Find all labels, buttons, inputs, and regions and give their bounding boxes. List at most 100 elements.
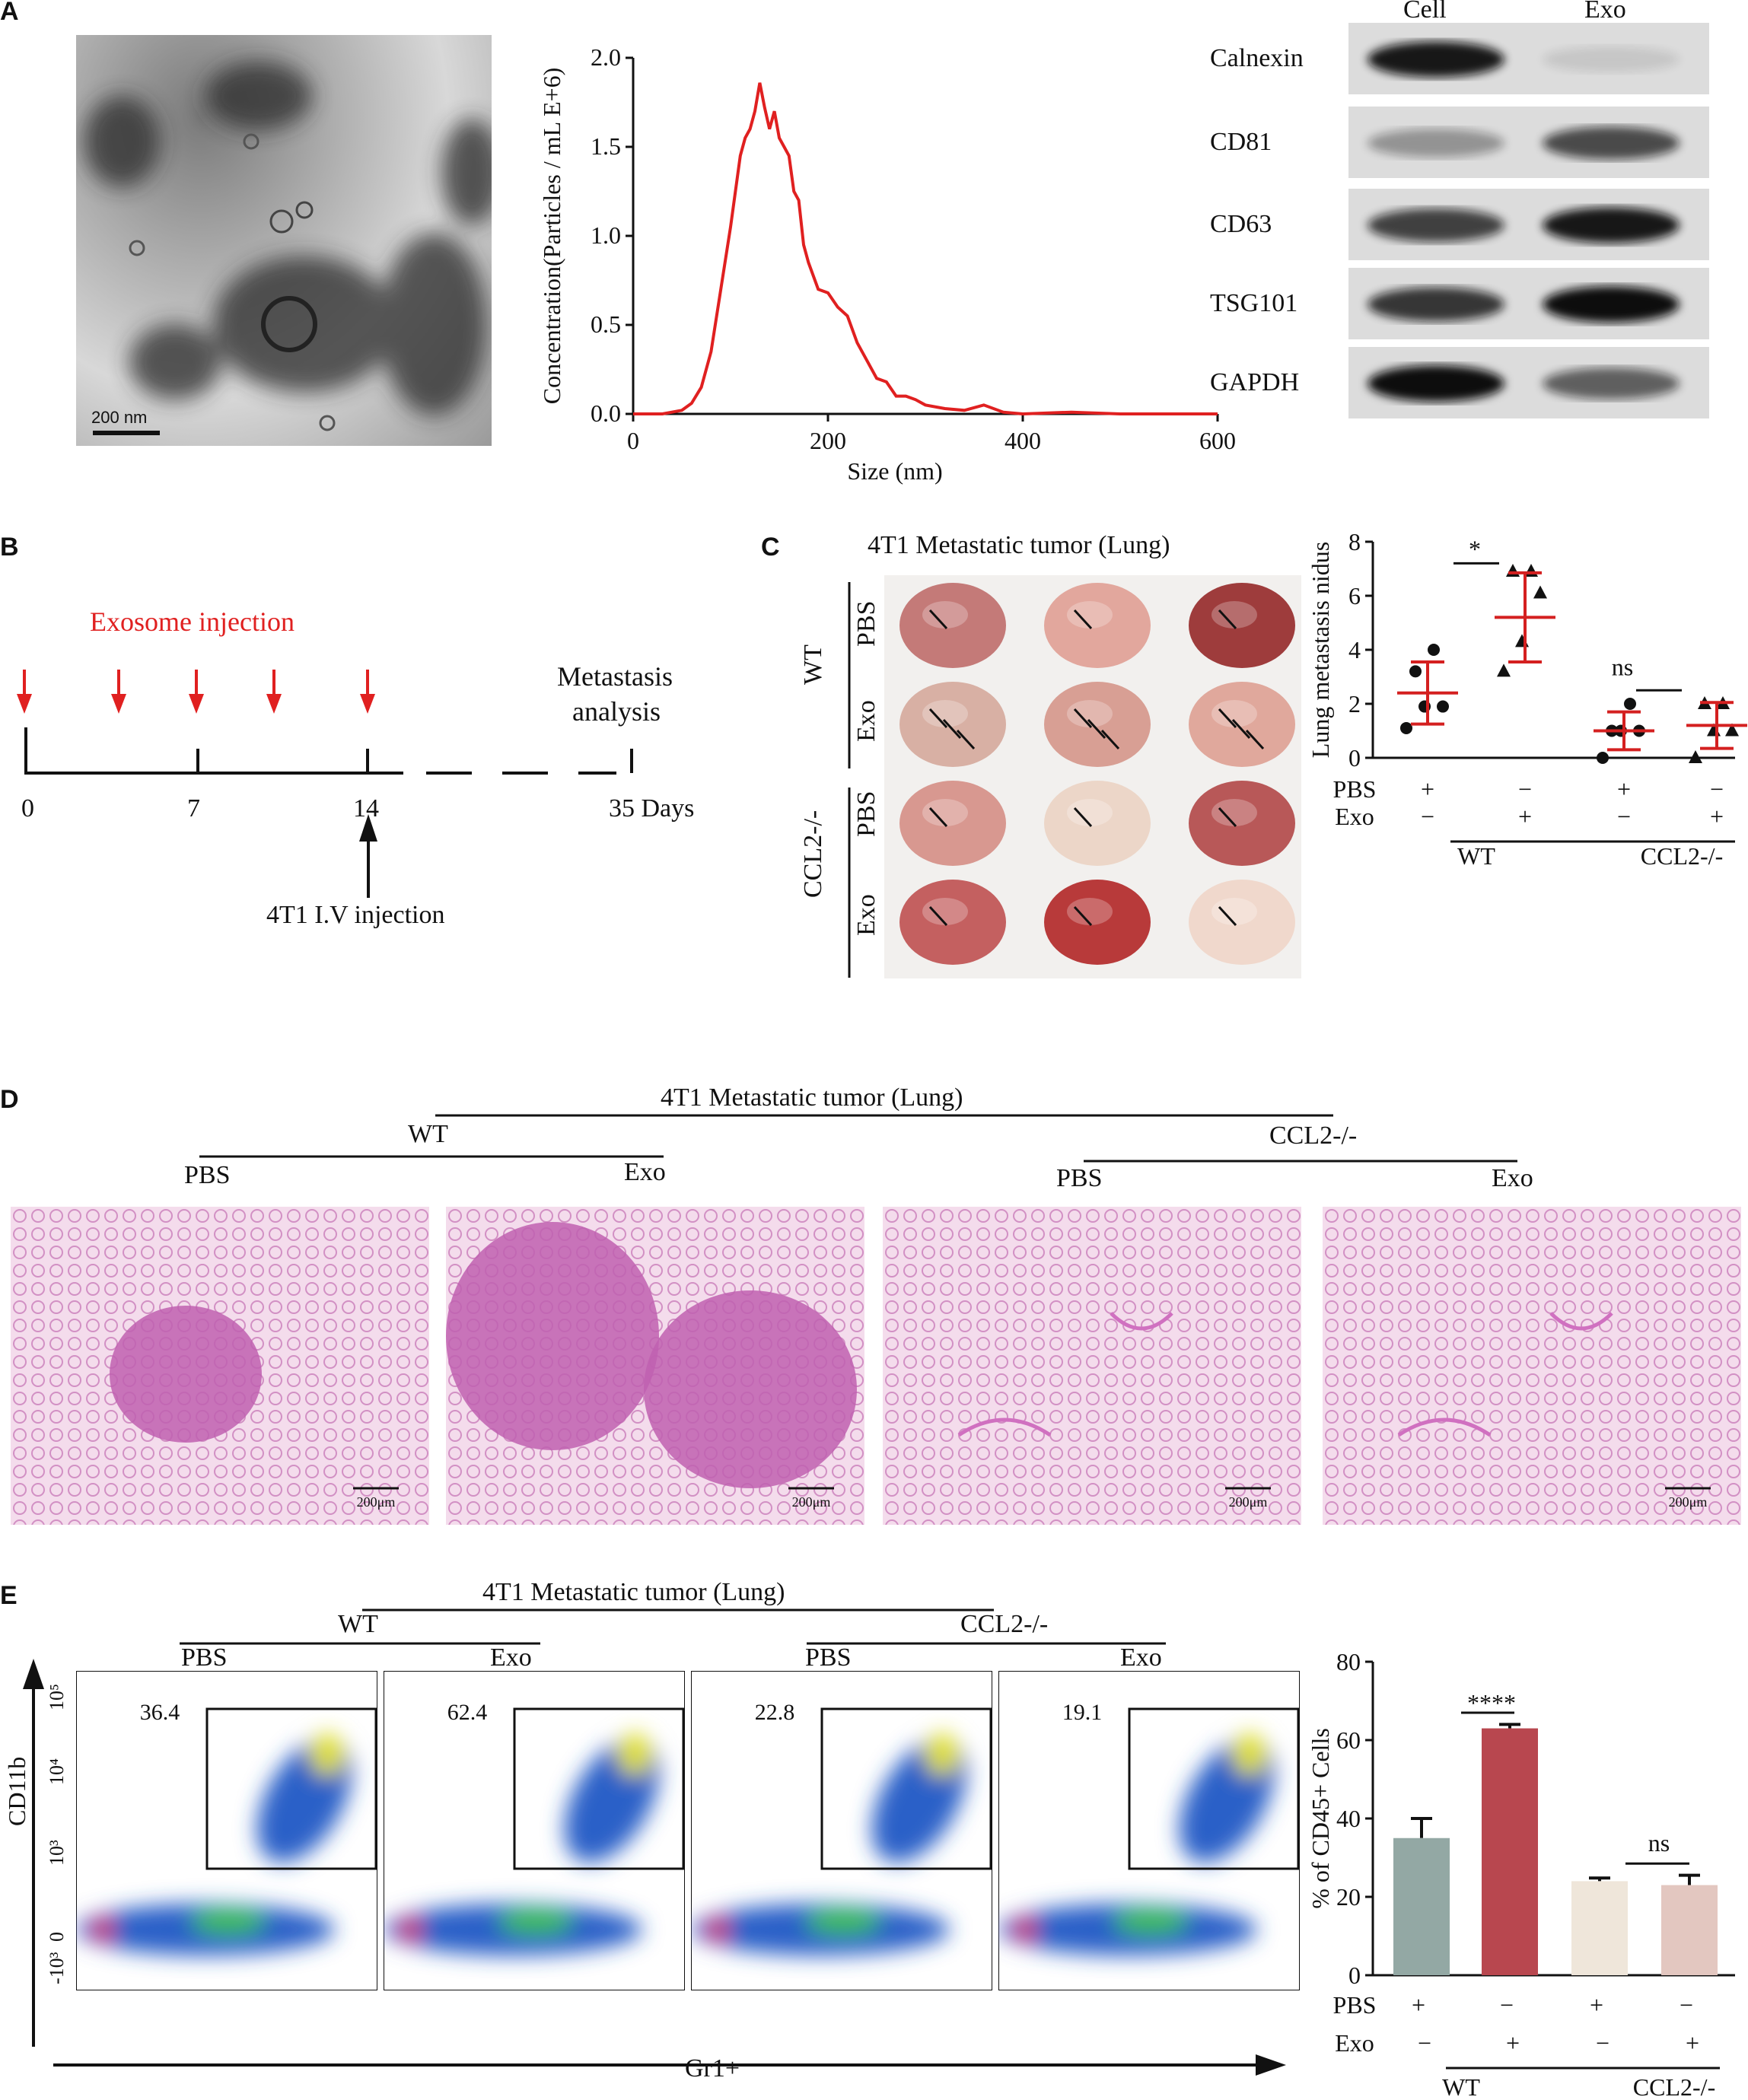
metastasis-arrow [1218, 905, 1237, 927]
flow-y-tick-label: 10⁴ [46, 1758, 68, 1785]
scatter-point [1409, 665, 1422, 678]
bar-y-tick-label: 60 [1336, 1726, 1361, 1754]
metastasis-arrow [1231, 718, 1251, 740]
blot-band-exo [1543, 207, 1680, 243]
flow-axes-arrows [23, 1659, 1286, 2076]
scatter-y-tick-label: 2 [1348, 690, 1361, 718]
flow-population-core [1113, 1910, 1189, 1934]
metastasis-arrow [956, 729, 976, 750]
bar-pbs-sign: + [1412, 1991, 1425, 2019]
scatter-point [1400, 721, 1412, 734]
flow-ko-exo: Exo [1120, 1643, 1162, 1672]
histology-ko: CCL2-/- [1269, 1122, 1358, 1150]
flow-gate-value: 22.8 [755, 1700, 795, 1725]
bar-group-wt: WT [1442, 2073, 1480, 2100]
scatter-group-ko: CCL2-/- [1641, 842, 1723, 870]
histology-background [883, 1207, 1301, 1525]
flow-y-tick-label: 0 [46, 1932, 68, 1942]
bar-y-tick-label: 40 [1336, 1805, 1361, 1832]
scatter-y-tick-label: 4 [1348, 636, 1361, 663]
blot-band-exo [1543, 368, 1680, 399]
bar-y-tick-label: 80 [1336, 1648, 1361, 1675]
histology-wt-exo: Exo [624, 1158, 666, 1186]
lung-specimen [1189, 583, 1295, 668]
timeline-tick-14: 14 [353, 794, 379, 822]
tem-micrograph: 200 nm [76, 35, 492, 446]
scatter-point [1515, 634, 1529, 648]
bar-pbs-sign: − [1680, 1991, 1693, 2019]
lung-highlight [922, 601, 968, 628]
scatter-point [1437, 700, 1449, 713]
scatter-y-label: Lung metastasis nidus [1309, 542, 1334, 758]
metastasis-arrow [928, 609, 948, 630]
bar-pbs-sign: + [1590, 1991, 1603, 2019]
lung-row-2: Exo [852, 700, 880, 742]
lung-group-ko: CCL2-/- [799, 810, 827, 898]
bar-y-tick-label: 20 [1336, 1883, 1361, 1911]
histology-scale-label: 200μm [792, 1494, 831, 1510]
lung-highlight [922, 898, 968, 925]
metastasis-arrow [942, 718, 962, 740]
histology-scale-label: 200μm [357, 1494, 396, 1510]
histology-wt: WT [408, 1120, 448, 1148]
nta-y-tick-label: 0.5 [591, 310, 621, 338]
lung-specimen [1044, 880, 1151, 965]
metastasis-arrow [928, 807, 948, 828]
histology-image: 200μm [1323, 1207, 1741, 1525]
histology-title: 4T1 Metastatic tumor (Lung) [661, 1083, 963, 1112]
blot-band-exo [1543, 126, 1680, 160]
scatter-exo-sign: + [1710, 803, 1724, 830]
flow-density-plot: 22.8-10³010³10⁴10⁵ [691, 1671, 992, 1990]
histology-image: 200μm [11, 1207, 429, 1525]
flow-gate [820, 1707, 992, 1870]
bar [1482, 1728, 1538, 1975]
lung-row-1: PBS [852, 600, 880, 648]
blot-band-cell [1368, 365, 1504, 402]
lung-highlight [1212, 700, 1257, 727]
lung-specimen [1044, 583, 1151, 668]
flow-population-hotspot [1015, 1919, 1036, 1940]
lung-highlight [1212, 799, 1257, 826]
scatter-point [1597, 752, 1609, 764]
bar [1661, 1885, 1718, 1975]
flow-ko-pbs: PBS [805, 1643, 852, 1672]
bar-group-ko: CCL2-/- [1633, 2073, 1715, 2100]
blot-row-label: TSG101 [1210, 289, 1298, 317]
timeline-tick-7: 7 [187, 794, 200, 822]
blot-band-cell [1368, 208, 1504, 242]
flow-gate-value: 19.1 [1062, 1700, 1103, 1725]
metastasis-arrow [1100, 729, 1120, 750]
lung-specimen [1189, 880, 1295, 965]
scatter-point [1725, 723, 1739, 737]
flow-density-plot: 62.4-10³010³10⁴10⁵ [384, 1671, 685, 1990]
panel-label-e: E [0, 1581, 18, 1610]
metastasis-arrow [1218, 609, 1237, 630]
metastasis-arrow [1245, 729, 1265, 750]
blot-row-label: CD63 [1210, 210, 1272, 238]
tumor-nodule [110, 1306, 262, 1443]
bar-row-pbs: PBS [1333, 1991, 1377, 2019]
panel-label-c: C [761, 533, 780, 562]
vessel [957, 1312, 1173, 1437]
scatter-pbs-sign: + [1617, 775, 1631, 803]
flow-population-hotspot [93, 1919, 114, 1940]
flow-population-core [618, 1733, 651, 1776]
lung-highlight [1067, 799, 1113, 826]
nta-size-chart: 0 200 400 600 0.0 0.5 1.0 1.5 2.0 Size (nm) Concen… [538, 43, 1236, 485]
blot-band-strip [1348, 23, 1709, 94]
histology-image: 200μm [446, 1207, 864, 1525]
timeline-tick-35: 35 Days [609, 794, 695, 822]
blot-band-strip [1348, 107, 1709, 178]
flow-population-core [310, 1733, 344, 1776]
flow-title: 4T1 Metastatic tumor (Lung) [482, 1578, 785, 1606]
cd45-bar-chart: 0 20 40 60 80 % of CD45+ Cells + − − + + − − + **** ns P… [1309, 1648, 1735, 2100]
bar-y-tick-label: 0 [1348, 1962, 1361, 1989]
nta-x-tick-label: 200 [810, 427, 846, 454]
bar-sig-stars: **** [1467, 1689, 1516, 1717]
lung-highlight [1212, 898, 1257, 925]
flow-wt-exo: Exo [490, 1643, 532, 1672]
scatter-exo-sign: − [1617, 803, 1631, 830]
scatter-sig-star: * [1469, 535, 1481, 562]
bar [1393, 1838, 1450, 1975]
